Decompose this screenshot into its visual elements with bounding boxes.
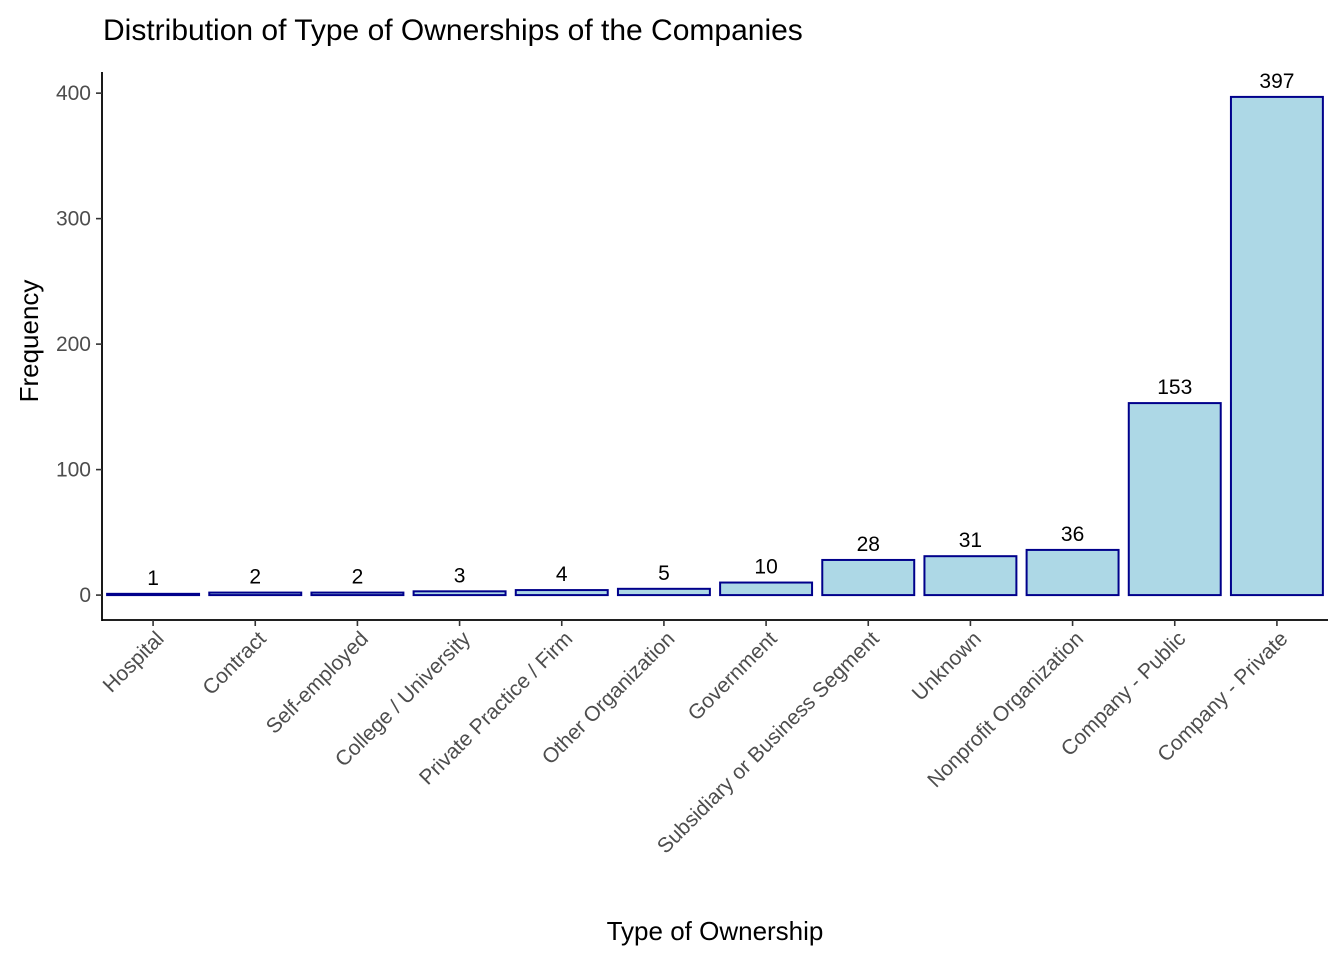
bar-value-label: 3 — [454, 564, 466, 587]
bar-value-label: 153 — [1157, 376, 1192, 399]
bar-value-label: 2 — [352, 566, 364, 589]
x-axis-title: Type of Ownership — [607, 916, 824, 946]
bars-layer — [106, 95, 1324, 597]
bar — [208, 591, 303, 597]
bar-value-label: 5 — [658, 562, 670, 585]
bar-value-label: 397 — [1259, 70, 1294, 93]
bar-value-label: 10 — [754, 556, 777, 579]
y-tick-label: 300 — [56, 208, 91, 231]
bar — [310, 591, 405, 597]
y-tick-label: 200 — [56, 333, 91, 356]
x-tick-label: Government — [684, 627, 782, 725]
y-axis-title: Frequency — [14, 280, 44, 403]
y-axis-ticks: 0 100 200 300 400 — [56, 82, 102, 607]
bar-value-label: 36 — [1061, 523, 1084, 546]
bar-value-label: 28 — [857, 533, 880, 556]
x-tick-label: Hospital — [99, 627, 169, 697]
bar-value-label: 1 — [147, 567, 159, 590]
data-labels-layer: 1 2 2 3 4 5 10 28 31 36 153 397 — [147, 70, 1294, 590]
x-tick-label: Self-employed — [262, 627, 373, 738]
bar — [719, 581, 814, 597]
bar — [821, 558, 916, 597]
bar — [514, 589, 609, 597]
bar — [1127, 402, 1222, 597]
bar-value-label: 31 — [959, 529, 982, 552]
x-tick-label: Unknown — [908, 627, 986, 705]
bar — [106, 592, 201, 597]
x-tick-label: Contract — [198, 627, 271, 700]
bar — [412, 590, 507, 597]
chart-title: Distribution of Type of Ownerships of th… — [103, 14, 803, 47]
x-tick-label: Subsidiary or Business Segment — [653, 627, 884, 858]
bar — [1025, 548, 1120, 597]
bar — [923, 555, 1018, 597]
bar — [1229, 95, 1324, 597]
y-tick-label: 400 — [56, 82, 91, 105]
y-tick-label: 0 — [79, 584, 91, 607]
bar-value-label: 4 — [556, 563, 568, 586]
bar-value-label: 2 — [249, 566, 261, 589]
bar — [616, 587, 711, 597]
y-tick-label: 100 — [56, 459, 91, 482]
